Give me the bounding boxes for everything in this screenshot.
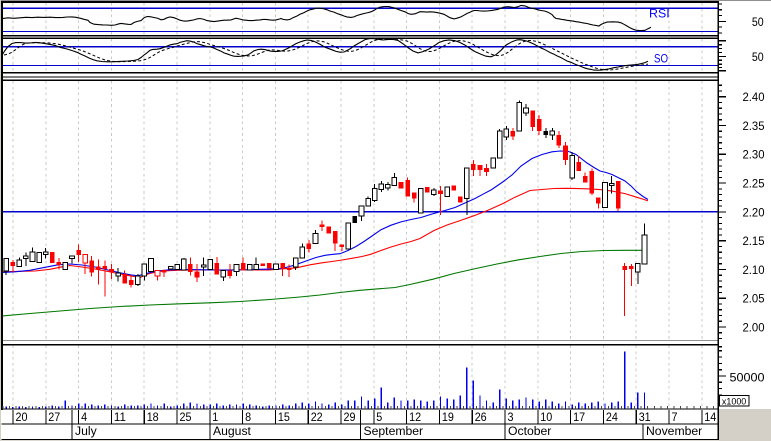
svg-text:15: 15 bbox=[278, 410, 290, 424]
svg-text:4: 4 bbox=[81, 410, 87, 424]
svg-text:October: October bbox=[508, 424, 551, 438]
svg-text:July: July bbox=[75, 424, 98, 438]
svg-text:11: 11 bbox=[114, 410, 126, 424]
svg-text:26: 26 bbox=[475, 410, 487, 424]
svg-text:2.20: 2.20 bbox=[743, 205, 765, 219]
svg-text:25: 25 bbox=[180, 410, 192, 424]
svg-text:50: 50 bbox=[752, 50, 764, 64]
svg-text:8: 8 bbox=[245, 410, 251, 424]
svg-text:5: 5 bbox=[376, 410, 382, 424]
svg-text:2.35: 2.35 bbox=[743, 119, 765, 133]
svg-text:x1000: x1000 bbox=[722, 396, 746, 407]
svg-text:14: 14 bbox=[704, 410, 716, 424]
svg-text:20: 20 bbox=[16, 410, 28, 424]
svg-text:September: September bbox=[364, 424, 424, 438]
svg-text:2.40: 2.40 bbox=[743, 90, 765, 104]
svg-text:12: 12 bbox=[409, 410, 421, 424]
svg-text:SO: SO bbox=[654, 51, 668, 65]
svg-text:November: November bbox=[646, 424, 702, 438]
svg-text:18: 18 bbox=[147, 410, 159, 424]
svg-text:August: August bbox=[213, 424, 252, 438]
svg-text:2.15: 2.15 bbox=[743, 234, 765, 248]
svg-text:1: 1 bbox=[212, 410, 218, 424]
svg-text:2.05: 2.05 bbox=[743, 292, 765, 306]
svg-text:27: 27 bbox=[48, 410, 60, 424]
svg-text:2.10: 2.10 bbox=[743, 263, 765, 277]
svg-text:7: 7 bbox=[672, 410, 678, 424]
svg-text:2.00: 2.00 bbox=[743, 320, 765, 334]
svg-text:2.25: 2.25 bbox=[743, 177, 765, 191]
svg-text:2.30: 2.30 bbox=[743, 148, 765, 162]
svg-text:10: 10 bbox=[540, 410, 552, 424]
svg-text:50: 50 bbox=[752, 15, 764, 29]
svg-text:RSI: RSI bbox=[649, 6, 670, 20]
svg-text:50000: 50000 bbox=[730, 370, 765, 384]
svg-text:17: 17 bbox=[573, 410, 585, 424]
svg-text:22: 22 bbox=[311, 410, 323, 424]
svg-text:24: 24 bbox=[606, 410, 618, 424]
svg-text:31: 31 bbox=[639, 410, 651, 424]
svg-text:3: 3 bbox=[508, 410, 514, 424]
svg-text:29: 29 bbox=[344, 410, 356, 424]
svg-text:19: 19 bbox=[442, 410, 454, 424]
